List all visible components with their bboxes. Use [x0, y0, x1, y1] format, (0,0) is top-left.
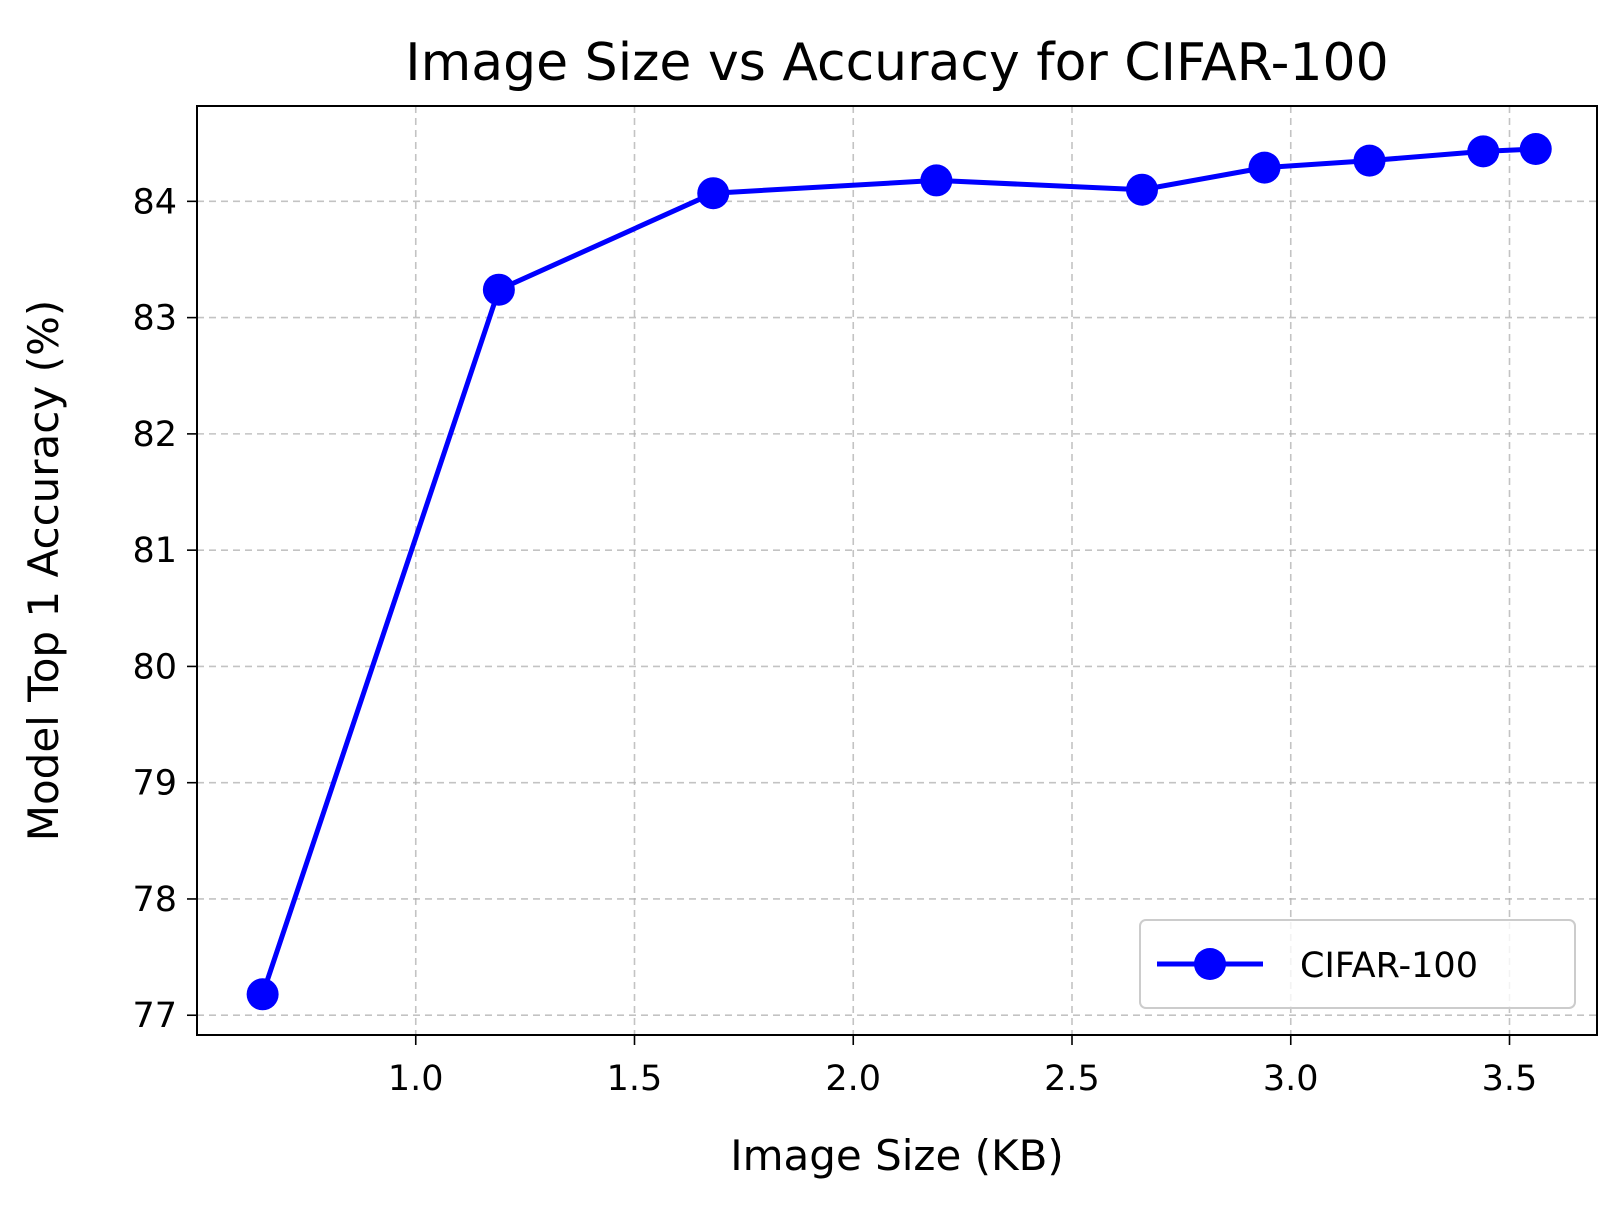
- x-tick-label: 3.5: [1482, 1059, 1538, 1099]
- x-tick-label: 3.0: [1263, 1059, 1319, 1099]
- data-point: [1248, 151, 1281, 184]
- x-tick-label: 1.0: [388, 1059, 444, 1099]
- plot-frame: [196, 105, 1598, 1036]
- data-point: [1519, 133, 1552, 166]
- legend-label: CIFAR-100: [1300, 946, 1478, 986]
- chart-title: Image Size vs Accuracy for CIFAR-100: [405, 33, 1388, 93]
- data-point: [697, 177, 730, 210]
- y-tick-label: 80: [132, 647, 177, 687]
- x-tick-label: 2.0: [825, 1059, 881, 1099]
- grid-layer: [197, 106, 1597, 1035]
- x-tick-label: 2.5: [1044, 1059, 1100, 1099]
- data-point: [482, 273, 515, 306]
- y-tick-label: 77: [132, 996, 177, 1036]
- series-line: [260, 146, 1536, 996]
- data-point: [920, 164, 953, 197]
- y-tick-label: 82: [132, 415, 177, 455]
- legend: CIFAR-100: [1139, 919, 1576, 1009]
- data-point: [1126, 173, 1158, 206]
- x-tick-label: 1.5: [607, 1059, 663, 1099]
- data-point: [1353, 144, 1386, 177]
- series-layer: [246, 133, 1552, 1011]
- tick-layer: 1.0 1.5 2.0 2.5 3.0 3.5 77 78 79 80 81 82 83 84: [132, 182, 1537, 1099]
- data-point: [246, 978, 279, 1011]
- legend-box: [1139, 919, 1576, 1009]
- legend-marker-swatch: [1194, 948, 1226, 980]
- x-axis-label: Image Size (KB): [730, 1131, 1064, 1180]
- y-tick-label: 81: [132, 531, 177, 571]
- y-tick-label: 84: [132, 182, 177, 222]
- y-tick-label: 83: [132, 299, 177, 339]
- data-point: [1467, 135, 1500, 168]
- y-tick-label: 78: [132, 880, 177, 920]
- y-tick-label: 79: [132, 764, 177, 804]
- y-axis-label: Model Top 1 Accuracy (%): [19, 300, 68, 842]
